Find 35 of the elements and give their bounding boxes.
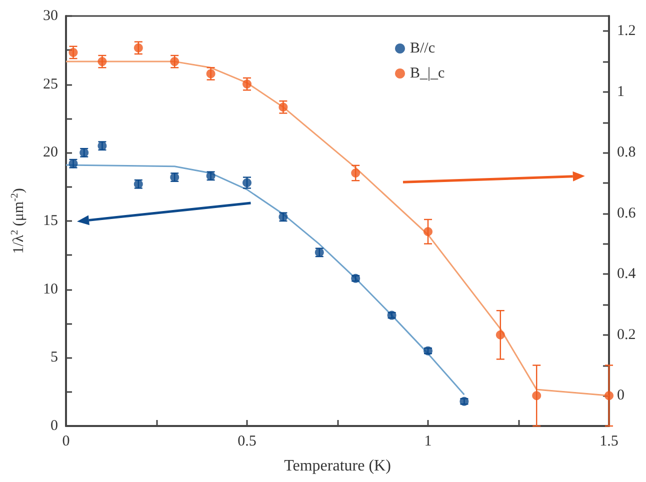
y-tick-label: 5 — [50, 350, 58, 366]
y2-tick-label: 0.8 — [617, 144, 636, 161]
point — [604, 391, 614, 400]
x-tick-label: 0.5 — [238, 434, 256, 450]
point — [134, 43, 143, 52]
x-tick-label: 1 — [424, 434, 432, 450]
legend-label: B//c — [410, 40, 436, 56]
y2-tick-label: 0 — [617, 388, 624, 404]
y-axis-title: 1/λ2 (μm-2) — [10, 188, 27, 254]
point — [68, 48, 78, 57]
point — [496, 330, 505, 340]
x-axis-title: Temperature (K) — [284, 458, 391, 474]
point — [424, 227, 432, 236]
y-tick-label: 10 — [43, 281, 58, 298]
line-series — [65, 164, 465, 396]
y2-tick-label: 0.2 — [617, 326, 636, 343]
y2-tick-label: 0.6 — [617, 205, 636, 222]
point — [351, 168, 360, 178]
legend-label: B_|_c — [410, 66, 446, 82]
point — [170, 57, 180, 66]
x-tick-label: 1.5 — [600, 434, 618, 450]
point — [206, 69, 216, 78]
point — [278, 102, 288, 112]
point — [98, 57, 107, 66]
y-tick-label: 15 — [43, 213, 58, 229]
x-tick-label: 0 — [62, 434, 70, 450]
y-tick-label: 25 — [43, 76, 58, 92]
y-tick-label: 0 — [50, 418, 58, 434]
y2-tick-label: 1.2 — [617, 23, 636, 40]
point — [242, 80, 252, 89]
y2-tick-label: 1 — [617, 84, 624, 100]
point — [532, 391, 542, 400]
y-tick-label: 30 — [43, 8, 58, 24]
y-tick-label: 20 — [43, 144, 58, 161]
y2-tick-label: 0.4 — [617, 266, 636, 282]
